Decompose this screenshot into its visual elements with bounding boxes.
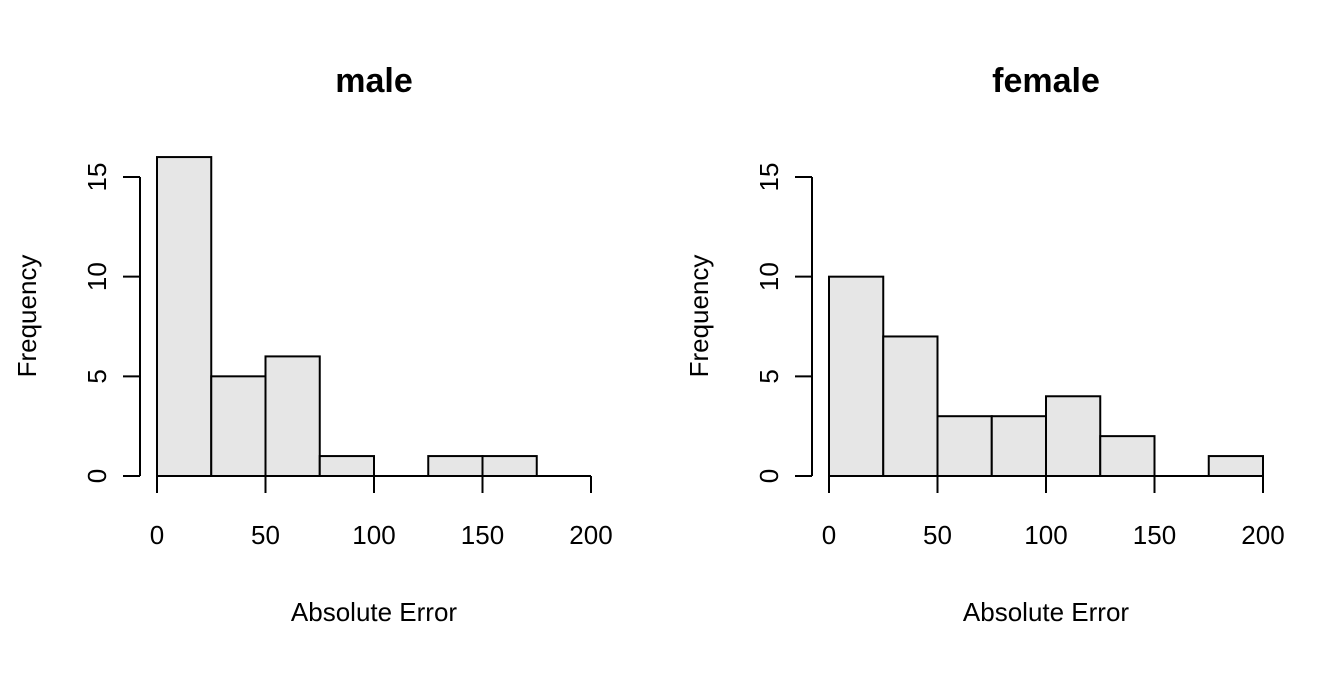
histogram-bar: [828, 275, 885, 477]
x-tick-label: 100: [1024, 520, 1067, 550]
histogram-bar: [882, 335, 939, 478]
x-tick-label: 0: [822, 520, 836, 550]
chart-title: male: [335, 62, 413, 100]
x-axis: 0 50 100 150 200: [822, 475, 1285, 550]
histogram-bar: [936, 415, 993, 478]
histogram-bar: [427, 455, 484, 478]
y-axis: 0 5 10 15: [82, 163, 141, 483]
y-tick-label: 0: [82, 469, 112, 483]
x-tick-label: 50: [923, 520, 952, 550]
y-axis: 0 5 10 15: [754, 163, 813, 483]
histogram-bar: [264, 355, 321, 477]
y-tick-label: 5: [754, 369, 784, 383]
histogram-bar: [156, 156, 213, 477]
x-axis-label: Absolute Error: [291, 597, 458, 627]
y-tick-label: 15: [754, 163, 784, 192]
x-tick-label: 0: [150, 520, 164, 550]
x-tick-label: 50: [251, 520, 280, 550]
y-tick-label: 15: [82, 163, 112, 192]
bars-group: [156, 156, 538, 478]
y-tick-label: 5: [82, 369, 112, 383]
x-tick-label: 100: [352, 520, 395, 550]
histogram-bar: [990, 415, 1047, 478]
histogram-bar: [1045, 395, 1102, 477]
bars-group: [828, 275, 1264, 478]
histogram-bar: [318, 455, 375, 478]
x-tick-label: 150: [461, 520, 504, 550]
x-tick-label: 200: [1241, 520, 1284, 550]
histogram-bar: [1099, 435, 1156, 477]
x-tick-label: 150: [1133, 520, 1176, 550]
y-axis-label: Frequency: [684, 255, 714, 378]
y-axis-label: Frequency: [12, 255, 42, 378]
y-tick-label: 0: [754, 469, 784, 483]
x-tick-label: 200: [569, 520, 612, 550]
histogram-bar: [1207, 455, 1264, 478]
chart-title: female: [992, 62, 1100, 100]
x-axis: 0 50 100 150 200: [150, 475, 613, 550]
histogram-bar: [210, 375, 267, 478]
y-tick-label: 10: [754, 262, 784, 291]
histogram-bar: [481, 455, 538, 478]
histogram-panel-female: female 0 50 100 150 200 0 5 10 15 Absolute Erro…: [684, 62, 1285, 627]
x-axis-label: Absolute Error: [963, 597, 1130, 627]
y-tick-label: 10: [82, 262, 112, 291]
